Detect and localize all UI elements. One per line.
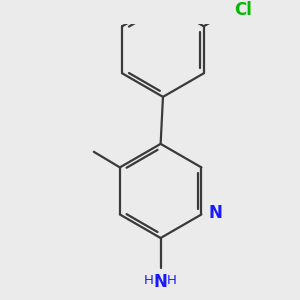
- Text: N: N: [208, 204, 222, 222]
- Text: H: H: [167, 274, 177, 287]
- Text: H: H: [144, 274, 154, 287]
- Text: Cl: Cl: [234, 1, 252, 19]
- Text: N: N: [154, 273, 168, 291]
